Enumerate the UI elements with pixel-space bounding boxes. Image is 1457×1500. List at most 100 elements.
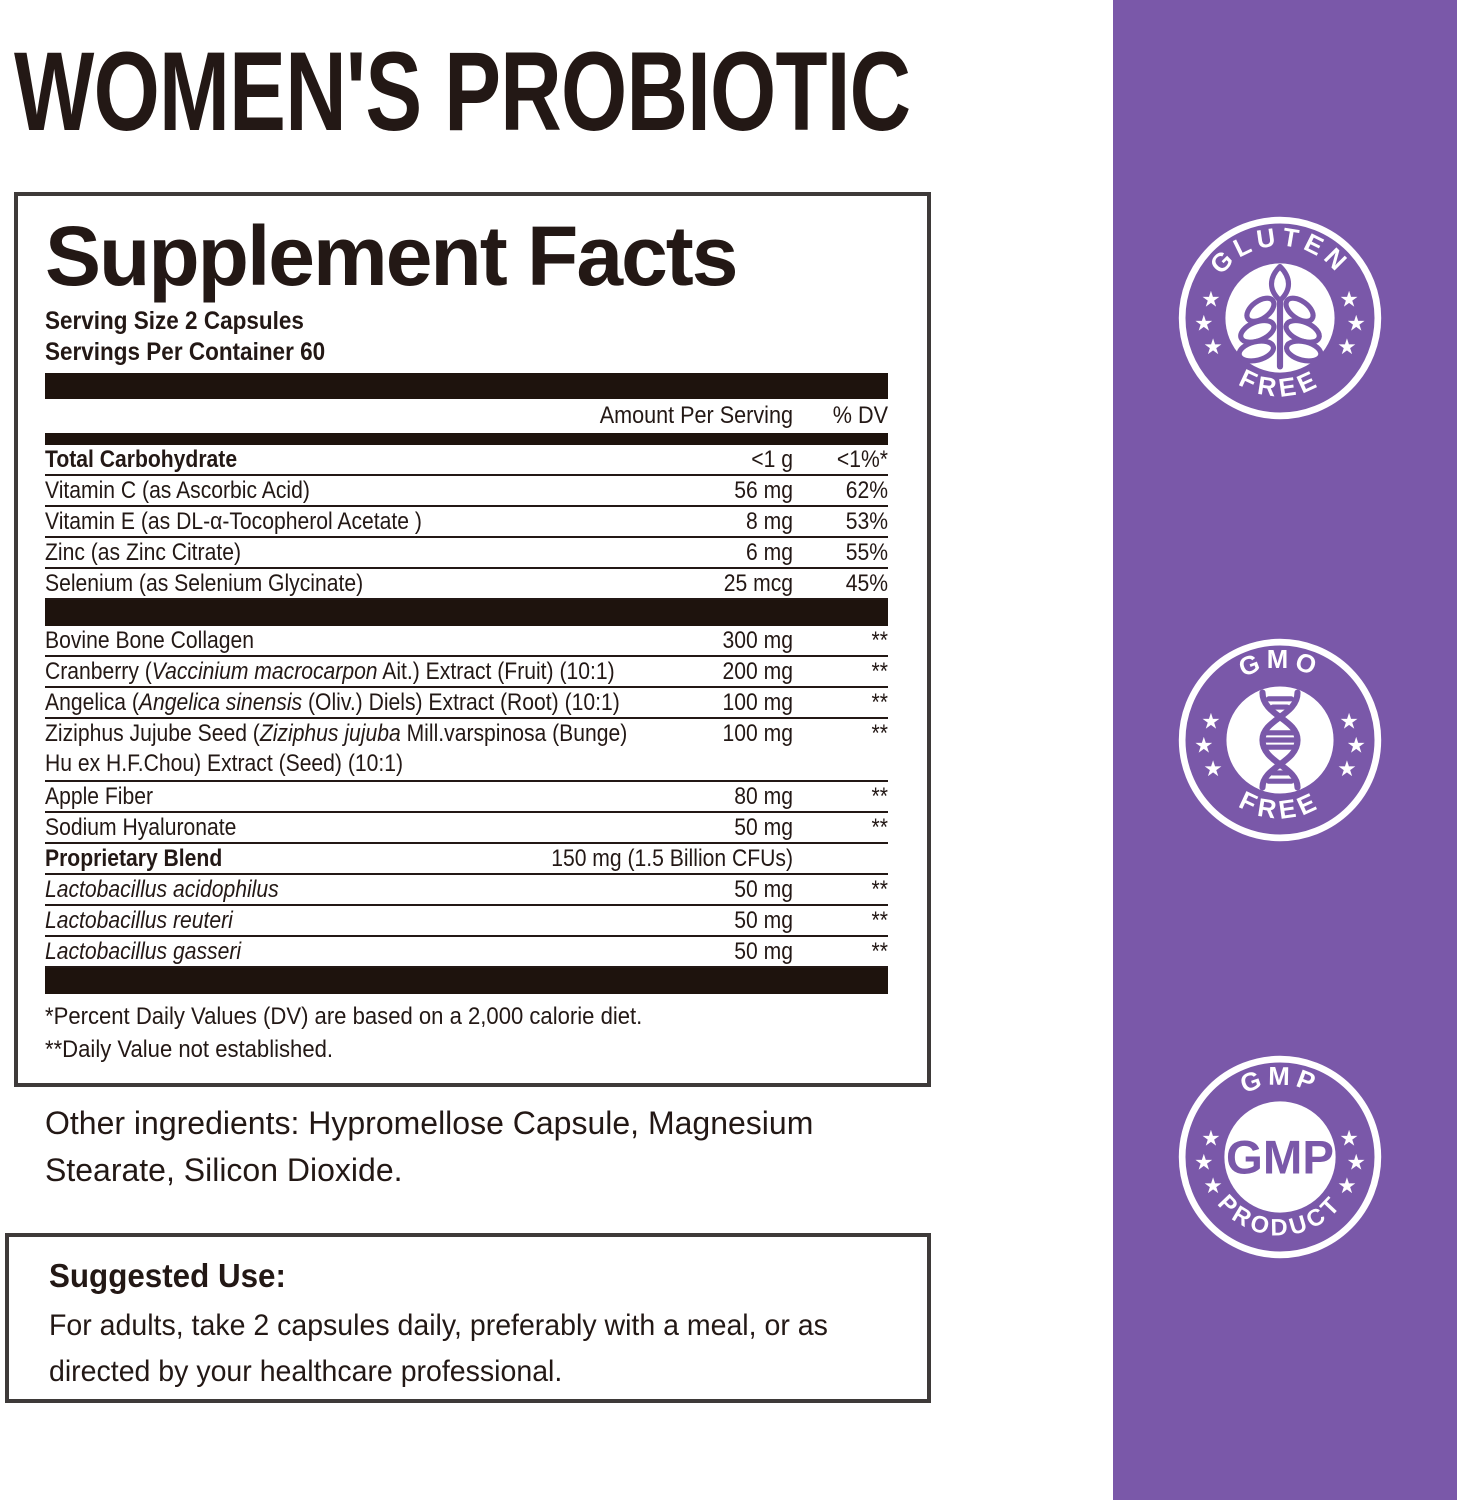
badge-top-text: GMO bbox=[1235, 646, 1320, 683]
ingredient-name: Proprietary Blend bbox=[45, 844, 223, 872]
facts-row: Cranberry (Vaccinium macrocarpon Ait.) E… bbox=[45, 657, 888, 688]
serving-size: Serving Size 2 Capsules bbox=[45, 307, 304, 335]
facts-row: Apple Fiber 80 mg ** bbox=[45, 782, 888, 813]
footnotes: *Percent Daily Values (DV) are based on … bbox=[45, 1000, 888, 1066]
ingredient-dv: 55% bbox=[845, 538, 888, 566]
svg-text:GMP: GMP bbox=[1237, 1063, 1324, 1099]
badge-ring bbox=[1178, 1055, 1382, 1259]
star-icon: ★ bbox=[1339, 1127, 1358, 1152]
ingredient-amount: 150 mg (1.5 Billion CFUs) bbox=[551, 844, 793, 872]
ingredient-amount: <1 g bbox=[751, 445, 793, 473]
facts-row: Ziziphus Jujube Seed (Ziziphus jujuba Mi… bbox=[45, 719, 888, 782]
section-bar bbox=[45, 373, 888, 399]
star-icon: ★ bbox=[1339, 288, 1358, 313]
servings-per-container: Servings Per Container 60 bbox=[45, 338, 326, 366]
facts-row: Vitamin E (as DL-α-Tocopherol Acetate ) 8… bbox=[45, 507, 888, 538]
ingredient-name: Vitamin C (as Ascorbic Acid) bbox=[45, 476, 310, 504]
dna-icon bbox=[1259, 689, 1301, 791]
ingredient-amount: 50 mg bbox=[734, 906, 793, 934]
ingredient-amount: 25 mcg bbox=[723, 569, 793, 597]
star-icon: ★ bbox=[1203, 335, 1222, 360]
ingredient-name: Selenium (as Selenium Glycinate) bbox=[45, 569, 364, 597]
ingredient-dv: <1%* bbox=[836, 445, 888, 473]
section-bar bbox=[45, 600, 888, 626]
gmp-product-badge: GMP PRODUCT GMP ★ ★ ★ ★ ★ ★ bbox=[1177, 1054, 1383, 1260]
star-icon: ★ bbox=[1201, 288, 1220, 313]
facts-row: Sodium Hyaluronate 50 mg ** bbox=[45, 813, 888, 844]
facts-row: Lactobacillus acidophilus 50 mg ** bbox=[45, 875, 888, 906]
star-icon: ★ bbox=[1194, 311, 1213, 336]
wheat-icon bbox=[1236, 263, 1324, 370]
star-icon: ★ bbox=[1337, 335, 1356, 360]
column-percent-dv: % DV bbox=[832, 402, 888, 429]
star-icon: ★ bbox=[1337, 1174, 1356, 1199]
badge-stars: ★ ★ ★ ★ ★ ★ bbox=[1194, 710, 1366, 782]
badge-stars: ★ ★ ★ ★ ★ ★ bbox=[1194, 288, 1366, 360]
ingredient-amount: 300 mg bbox=[722, 626, 793, 654]
ingredient-name: Zinc (as Zinc Citrate) bbox=[45, 538, 241, 566]
column-header-row: Amount Per Serving % DV bbox=[45, 399, 888, 433]
ingredient-name: Total Carbohydrate bbox=[45, 445, 238, 473]
section-bar bbox=[45, 968, 888, 994]
footnote-not-established: **Daily Value not established. bbox=[45, 1036, 334, 1063]
product-title: WOMEN'S PROBIOTIC bbox=[14, 29, 911, 154]
ingredient-name-line2: Hu ex H.F.Chou) Extract (Seed) (10:1) bbox=[45, 750, 404, 777]
ingredient-name: Apple Fiber bbox=[45, 782, 154, 810]
star-icon: ★ bbox=[1347, 1150, 1366, 1175]
ingredient-amount: 8 mg bbox=[746, 507, 793, 535]
facts-title: Supplement Facts bbox=[45, 209, 738, 303]
gmo-free-badge-svg: GMO FREE ★ bbox=[1178, 638, 1382, 842]
star-icon: ★ bbox=[1347, 733, 1366, 758]
facts-row: Zinc (as Zinc Citrate) 6 mg 55% bbox=[45, 538, 888, 569]
star-icon: ★ bbox=[1337, 757, 1356, 782]
ingredient-dv: ** bbox=[871, 906, 888, 934]
gluten-free-badge-svg: GLUTEN FREE ★ ★ ★ ★ ★ bbox=[1178, 216, 1382, 420]
star-icon: ★ bbox=[1194, 1150, 1213, 1175]
ingredient-dv: ** bbox=[871, 937, 888, 965]
ingredient-dv: ** bbox=[871, 875, 888, 903]
gmp-product-badge-svg: GMP PRODUCT GMP ★ ★ ★ ★ ★ ★ bbox=[1178, 1055, 1382, 1259]
badge-stars: ★ ★ ★ ★ ★ ★ bbox=[1194, 1127, 1366, 1199]
other-ingredients: Other ingredients: Hypromellose Capsule,… bbox=[45, 1105, 814, 1188]
suggested-use-panel: Suggested Use: For adults, take 2 capsul… bbox=[5, 1233, 931, 1403]
gmo-free-badge: GMO FREE ★ bbox=[1177, 637, 1383, 843]
badge-inner-circle bbox=[1224, 1101, 1336, 1213]
facts-row: Bovine Bone Collagen 300 mg ** bbox=[45, 626, 888, 657]
ingredient-name: Vitamin E (as DL-α-Tocopherol Acetate ) bbox=[45, 507, 422, 535]
ingredient-dv: ** bbox=[871, 813, 888, 841]
ingredient-amount: 50 mg bbox=[734, 813, 793, 841]
sidebar: GLUTEN FREE ★ ★ ★ ★ ★ bbox=[1113, 0, 1457, 1500]
ingredient-dv: ** bbox=[871, 626, 888, 654]
ingredient-name: Sodium Hyaluronate bbox=[45, 813, 237, 841]
facts-row: Proprietary Blend 150 mg (1.5 Billion CFU… bbox=[45, 844, 888, 875]
star-icon: ★ bbox=[1203, 1174, 1222, 1199]
facts-row: Selenium (as Selenium Glycinate) 25 mcg 45… bbox=[45, 569, 888, 600]
ingredient-name: Lactobacillus acidophilus bbox=[45, 875, 279, 903]
facts-row: Lactobacillus gasseri 50 mg ** bbox=[45, 937, 888, 968]
ingredient-dv: ** bbox=[871, 688, 888, 716]
ingredient-name: Angelica (Angelica sinensis (Oliv.) Diel… bbox=[45, 688, 620, 716]
ingredient-amount: 50 mg bbox=[734, 875, 793, 903]
ingredient-dv: 62% bbox=[845, 476, 888, 504]
star-icon: ★ bbox=[1201, 1127, 1220, 1152]
ingredient-amount: 100 mg bbox=[722, 688, 793, 716]
ingredient-dv: ** bbox=[871, 782, 888, 810]
star-icon: ★ bbox=[1194, 733, 1213, 758]
ingredient-amount: 100 mg bbox=[722, 719, 793, 747]
facts-rows: Total Carbohydrate <1 g <1%* Vitamin C (as … bbox=[45, 445, 888, 994]
ingredient-name: Lactobacillus reuteri bbox=[45, 906, 233, 934]
star-icon: ★ bbox=[1339, 710, 1358, 735]
facts-row: Angelica (Angelica sinensis (Oliv.) Diel… bbox=[45, 688, 888, 719]
ingredient-amount: 200 mg bbox=[722, 657, 793, 685]
supplement-facts-panel: Supplement Facts Serving Size 2 Capsules… bbox=[14, 192, 931, 1087]
facts-row: Lactobacillus reuteri 50 mg ** bbox=[45, 906, 888, 937]
ingredient-name: Ziziphus Jujube Seed (Ziziphus jujuba Mi… bbox=[45, 719, 628, 747]
ingredient-name: Lactobacillus gasseri bbox=[45, 937, 242, 965]
facts-row: Total Carbohydrate <1 g <1%* bbox=[45, 445, 888, 476]
ingredient-name: Bovine Bone Collagen bbox=[45, 626, 255, 654]
ingredient-amount: 56 mg bbox=[734, 476, 793, 504]
badge-ring bbox=[1178, 638, 1382, 842]
ingredient-dv: ** bbox=[871, 657, 888, 685]
column-amount-per-serving: Amount Per Serving bbox=[599, 402, 793, 429]
